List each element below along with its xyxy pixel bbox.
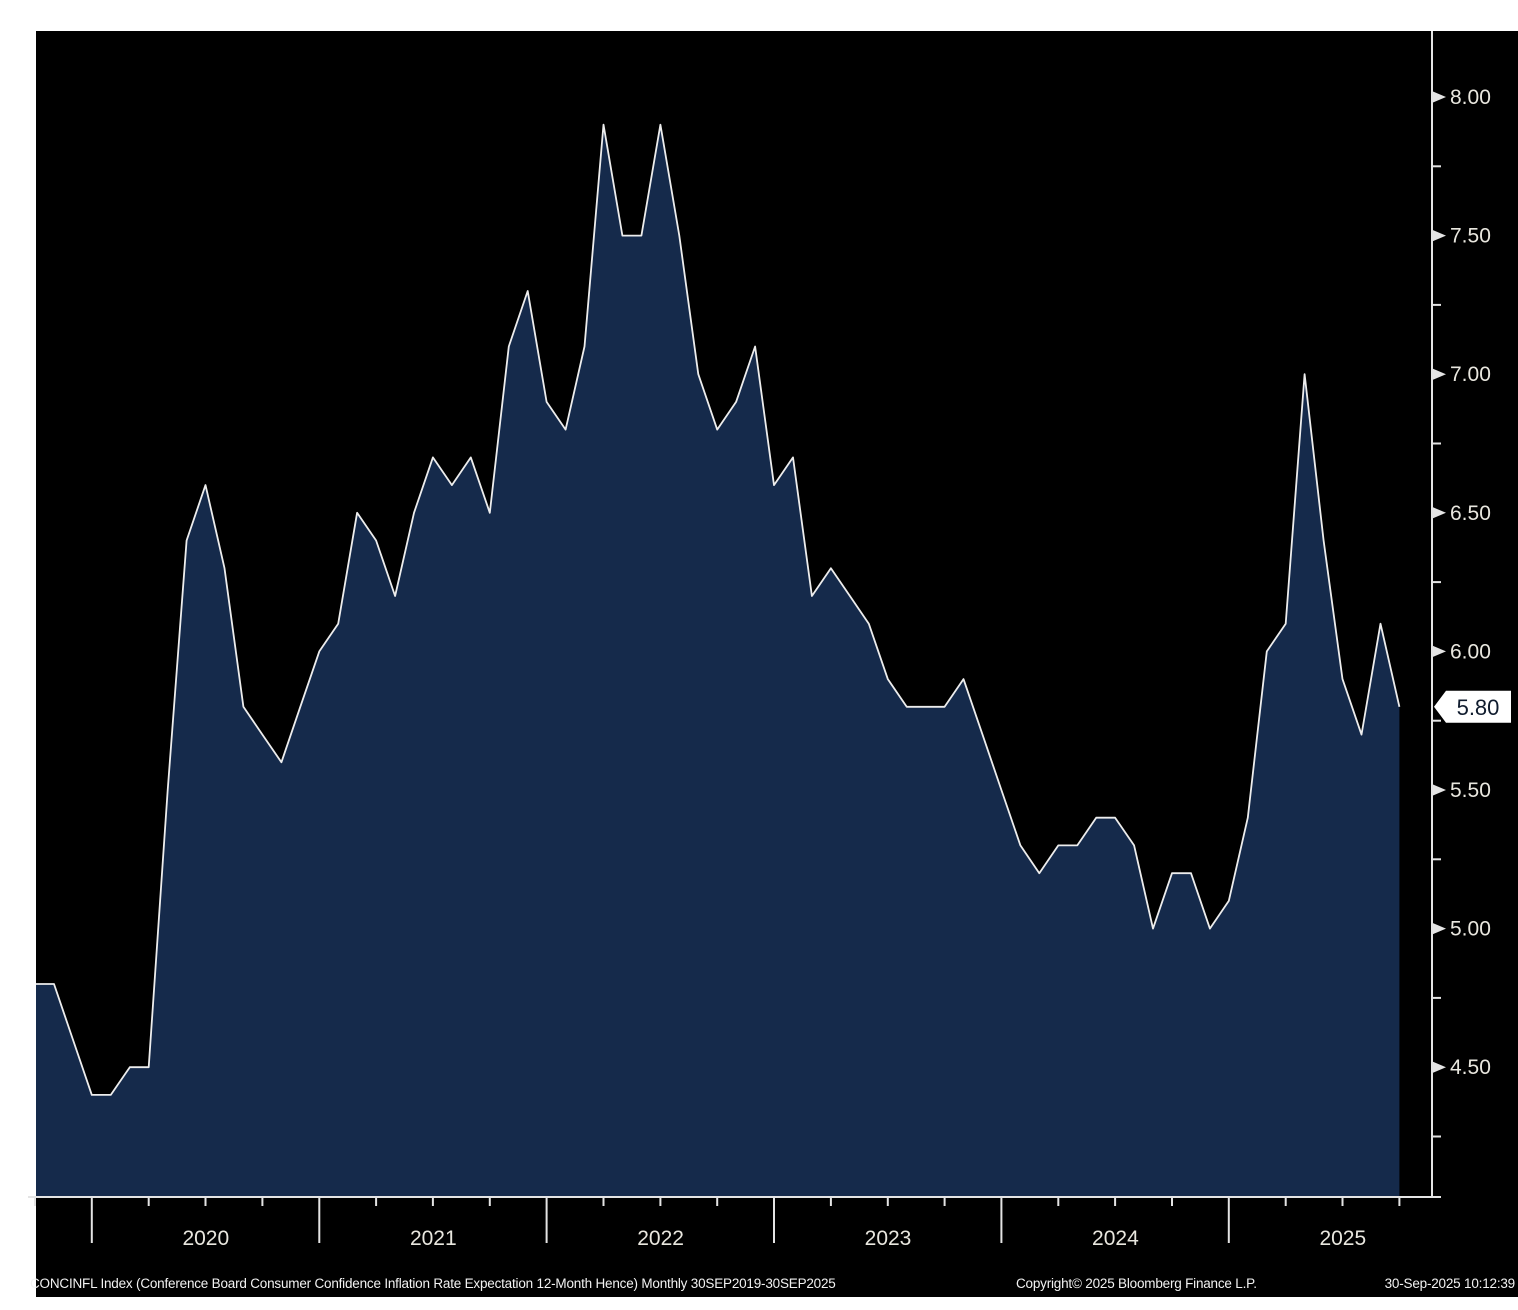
x-year-label: 2025 [1319, 1227, 1366, 1250]
x-year-label: 2021 [410, 1227, 457, 1250]
x-year-label: 2020 [182, 1227, 229, 1250]
x-year-label: 2023 [865, 1227, 912, 1250]
y-tick-arrow-icon [1433, 91, 1446, 103]
x-year-label: 2022 [637, 1227, 684, 1250]
y-tick-label: 6.00 [1450, 640, 1491, 663]
y-tick-arrow-icon [1433, 1061, 1446, 1073]
y-tick-arrow-icon [1433, 645, 1446, 657]
y-tick-arrow-icon [1433, 923, 1446, 935]
y-tick-arrow-icon [1433, 230, 1446, 242]
footer-copyright: Copyright© 2025 Bloomberg Finance L.P. [1016, 1276, 1257, 1291]
area-fill [36, 124, 1400, 1197]
y-tick-label: 5.00 [1450, 918, 1491, 941]
y-tick-arrow-icon [1433, 784, 1446, 796]
footer-description: CONCINFL Index (Conference Board Consume… [30, 1276, 836, 1291]
y-tick-label: 8.00 [1450, 86, 1491, 109]
y-tick-label: 7.00 [1450, 363, 1491, 386]
y-tick-arrow-icon [1433, 368, 1446, 380]
y-tick-label: 4.50 [1450, 1056, 1491, 1079]
last-value-badge-label: 5.80 [1457, 695, 1500, 720]
y-axis-ticks: 8.00 7.50 7.00 6.50 6.00 5.50 5.00 4.50 [1432, 86, 1491, 1138]
y-tick-label: 6.50 [1450, 502, 1491, 525]
x-axis-labels: 2020 2021 2022 2023 2024 2025 [182, 1227, 1366, 1250]
footer-timestamp: 30-Sep-2025 10:12:39 [1384, 1276, 1516, 1291]
last-value-badge: 5.80 [1434, 690, 1511, 723]
y-tick-label: 7.50 [1450, 225, 1491, 248]
x-axis-ticks [34, 1197, 1401, 1243]
y-tick-arrow-icon [1433, 507, 1446, 519]
y-tick-label: 5.50 [1450, 779, 1491, 802]
x-year-label: 2024 [1092, 1227, 1139, 1250]
series-line [36, 123, 1401, 1096]
